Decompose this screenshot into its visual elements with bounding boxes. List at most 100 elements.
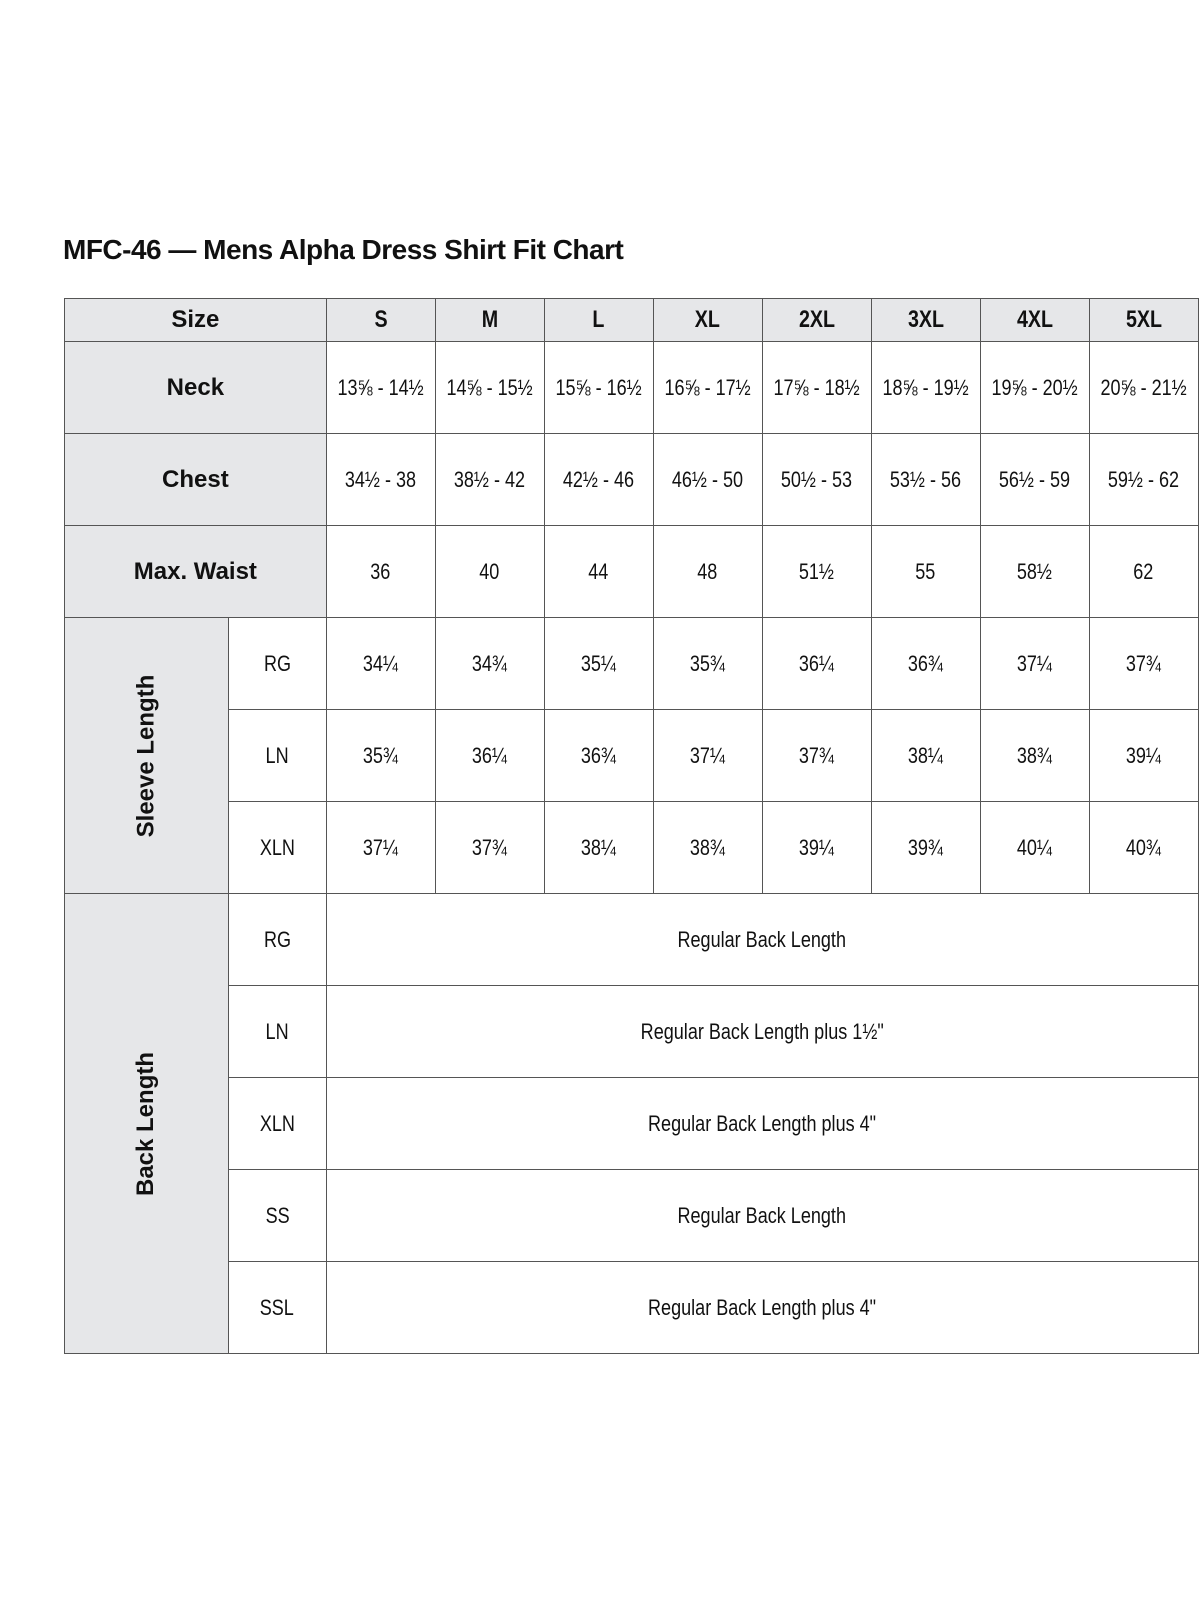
value-cell-text: 36¾ — [581, 742, 617, 768]
value-cell: 39¾ — [870, 801, 981, 894]
value-cell: 38¾ — [652, 801, 763, 894]
value-cell: 36¾ — [543, 709, 654, 802]
value-cell-text: 38¼ — [908, 742, 944, 768]
fit-chart-table: Size S M L XL 2XL 3XL 4XL 5XL Neck 13⅝ - 14½ 14⅝ … — [64, 298, 1199, 1354]
value-cell-text: 39¼ — [1126, 742, 1162, 768]
value-cell-text: 37¼ — [1017, 650, 1053, 676]
value-cell-text: 59½ - 62 — [1108, 466, 1180, 492]
value-cell-text: 13⅝ - 14½ — [337, 374, 424, 400]
back-type-label-text: SSL — [260, 1294, 295, 1320]
value-cell: 20⅝ - 21½ — [1088, 341, 1199, 434]
value-cell-text: 37¾ — [799, 742, 835, 768]
size-column-header: 2XL — [761, 298, 872, 342]
value-cell-text: 48 — [697, 558, 718, 584]
size-column-header-text: 5XL — [1125, 306, 1162, 333]
size-column-header: 5XL — [1088, 298, 1199, 342]
value-cell-text: 38¾ — [690, 834, 726, 860]
value-cell: 36¼ — [761, 617, 872, 710]
size-column-header-text: 2XL — [798, 306, 835, 333]
value-cell: 17⅝ - 18½ — [761, 341, 872, 434]
value-cell: 38¼ — [543, 801, 654, 894]
value-cell: 38¾ — [979, 709, 1090, 802]
value-cell: 36¾ — [870, 617, 981, 710]
value-cell: 35¾ — [652, 617, 763, 710]
value-cell: 40¼ — [979, 801, 1090, 894]
value-cell: 48 — [652, 525, 763, 618]
size-column-header: 4XL — [979, 298, 1090, 342]
value-cell-text: 44 — [588, 558, 609, 584]
value-cell: 37¾ — [434, 801, 545, 894]
value-cell: 37¼ — [979, 617, 1090, 710]
page-title: MFC-46 — Mens Alpha Dress Shirt Fit Char… — [63, 234, 624, 265]
value-cell: 34½ - 38 — [325, 433, 436, 526]
size-column-header: M — [434, 298, 545, 342]
back-type-label: LN — [227, 985, 327, 1078]
value-cell-text: 36¼ — [799, 650, 835, 676]
value-cell: 56½ - 59 — [979, 433, 1090, 526]
value-cell-text: 40 — [479, 558, 500, 584]
sleeve-type-label-text: XLN — [259, 834, 295, 860]
value-cell: 16⅝ - 17½ — [652, 341, 763, 434]
value-cell: 39¼ — [1088, 709, 1199, 802]
value-cell: 44 — [543, 525, 654, 618]
value-cell: 38¼ — [870, 709, 981, 802]
back-length-value-text: Regular Back Length plus 4" — [648, 1110, 877, 1136]
value-cell: 34¾ — [434, 617, 545, 710]
sleeve-length-label: Sleeve Length — [64, 617, 229, 894]
value-cell-text: 39¾ — [908, 834, 944, 860]
value-cell: 42½ - 46 — [543, 433, 654, 526]
sleeve-row: Sleeve Length RG 34¼ 34¾ 35¼ 35¾ 36¼ 36¾ 37¼ 37¾ — [64, 617, 1199, 894]
value-cell: 35¾ — [325, 709, 436, 802]
sleeve-length-label-text: Sleeve Length — [132, 674, 160, 837]
header-row: Size S M L XL 2XL 3XL 4XL 5XL — [64, 298, 1199, 342]
sleeve-type-label-text: RG — [263, 650, 291, 676]
value-cell-text: 14⅝ - 15½ — [446, 374, 533, 400]
value-cell: 59½ - 62 — [1088, 433, 1199, 526]
value-cell: 55 — [870, 525, 981, 618]
value-cell-text: 37¼ — [363, 834, 399, 860]
row-label: Max. Waist — [64, 525, 327, 618]
sleeve-type-label: RG — [227, 617, 327, 710]
value-cell-text: 35¼ — [581, 650, 617, 676]
value-cell-text: 46½ - 50 — [672, 466, 744, 492]
size-column-header-text: XL — [695, 306, 721, 333]
value-cell-text: 38¾ — [1017, 742, 1053, 768]
value-cell: 46½ - 50 — [652, 433, 763, 526]
value-cell-text: 37¾ — [1126, 650, 1162, 676]
back-length-value: Regular Back Length plus 1½" — [325, 985, 1199, 1078]
value-cell: 37¼ — [652, 709, 763, 802]
value-cell-text: 55 — [915, 558, 936, 584]
back-row: SSL Regular Back Length plus 4" — [65, 1261, 1199, 1354]
size-column-header: S — [325, 298, 436, 342]
value-cell-text: 58½ — [1017, 558, 1053, 584]
value-cell-text: 17⅝ - 18½ — [773, 374, 860, 400]
value-cell-text: 39¼ — [799, 834, 835, 860]
back-type-label: SSL — [227, 1261, 327, 1354]
value-cell-text: 35¾ — [690, 650, 726, 676]
value-cell-text: 51½ — [799, 558, 835, 584]
back-type-label-text: LN — [265, 1018, 289, 1044]
value-cell: 51½ — [761, 525, 872, 618]
back-length-value-text: Regular Back Length — [677, 1202, 847, 1228]
value-cell-text: 34¼ — [363, 650, 399, 676]
back-length-value-text: Regular Back Length — [677, 926, 847, 952]
size-column-header-text: M — [481, 306, 498, 333]
value-cell-text: 42½ - 46 — [563, 466, 635, 492]
back-type-label: RG — [227, 893, 327, 986]
value-cell-text: 56½ - 59 — [999, 466, 1071, 492]
row-label: Neck — [64, 341, 327, 434]
back-length-value: Regular Back Length — [325, 1169, 1199, 1262]
value-cell: 14⅝ - 15½ — [434, 341, 545, 434]
back-length-value: Regular Back Length plus 4" — [325, 1261, 1199, 1354]
value-cell: 37¼ — [325, 801, 436, 894]
value-cell: 58½ — [979, 525, 1090, 618]
chest-row: Chest 34½ - 38 38½ - 42 42½ - 46 46½ - 50 50½… — [64, 433, 1199, 526]
back-row: SS Regular Back Length — [65, 1169, 1199, 1262]
sleeve-type-label: LN — [227, 709, 327, 802]
back-type-label-text: SS — [265, 1202, 290, 1228]
value-cell-text: 20⅝ - 21½ — [1100, 374, 1187, 400]
back-length-value: Regular Back Length — [325, 893, 1199, 986]
value-cell-text: 19⅝ - 20½ — [991, 374, 1078, 400]
value-cell-text: 38¼ — [581, 834, 617, 860]
value-cell: 40 — [434, 525, 545, 618]
